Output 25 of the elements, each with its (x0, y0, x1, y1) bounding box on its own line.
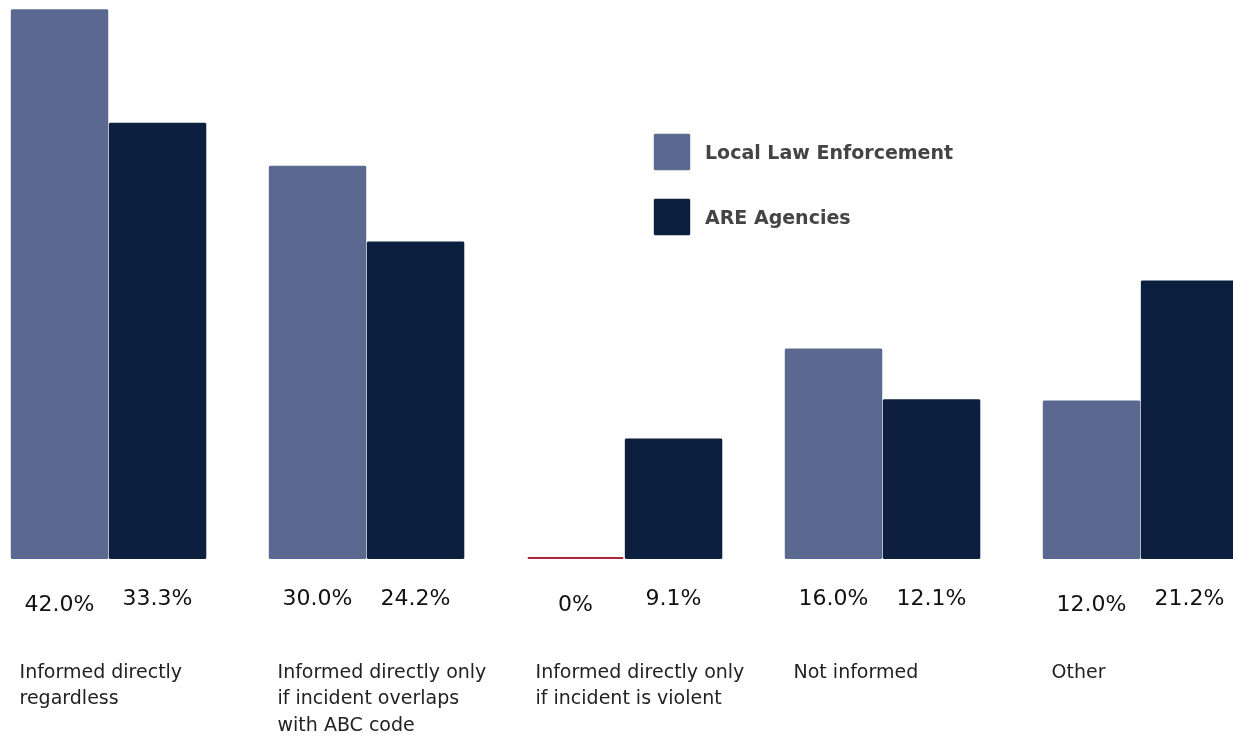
data-label: 16.0% (798, 585, 869, 611)
legend-label: Local Law Enforcement (705, 140, 954, 163)
bar (624, 438, 723, 560)
data-label: 9.1% (645, 585, 702, 611)
data-label: 21.2% (1154, 585, 1225, 611)
bar (268, 165, 367, 560)
bar (10, 9, 109, 560)
x-tick-label: Not informed (793, 659, 919, 682)
x-tick-label: Informed directly only if incident is violent (535, 659, 745, 709)
bar (882, 399, 981, 560)
bar (366, 241, 465, 560)
data-label: 33.3% (122, 585, 193, 611)
data-label: 0% (558, 590, 593, 616)
data-label: 30.0% (282, 585, 353, 611)
data-label: 12.1% (896, 585, 967, 611)
legend-label: ARE Agencies (705, 205, 851, 228)
bar (784, 348, 883, 560)
data-label: 42.0% (24, 590, 95, 616)
bar (108, 122, 207, 560)
x-tick-label: Informed directly only if incident overlaps with ABC code (277, 659, 487, 735)
x-tick-label: Other (1051, 659, 1106, 682)
data-label: 24.2% (380, 585, 451, 611)
bar (1042, 400, 1141, 560)
x-tick-label: Informed directly regardless (19, 659, 183, 709)
data-label: 12.0% (1056, 590, 1127, 616)
